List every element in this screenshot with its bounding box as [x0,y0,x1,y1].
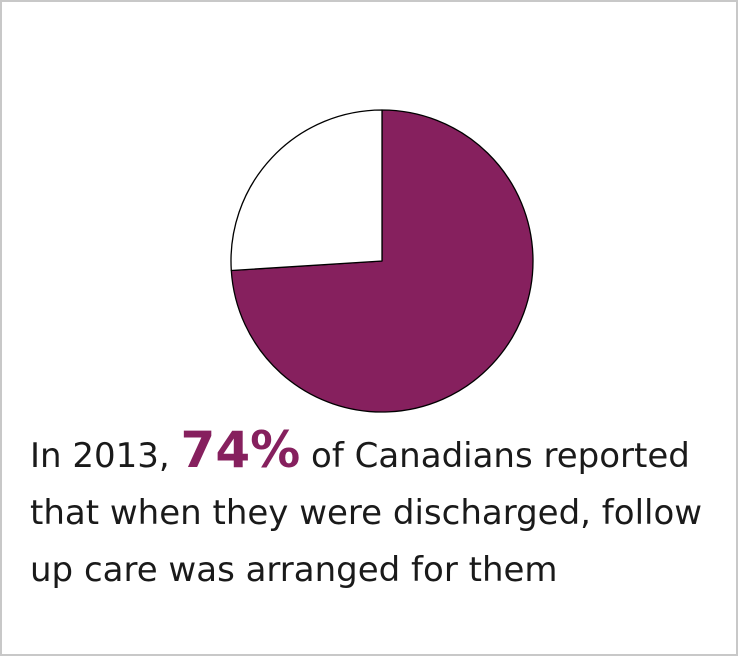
caption-prefix: In 2013, [30,436,181,476]
pie-chart [224,103,540,419]
caption-text: In 2013, 74% of Canadians reported that … [30,422,720,599]
caption-suffix: of Canadians reported that when they wer… [30,436,703,590]
highlight-percentage: 74% [180,421,301,479]
pie-chart-svg [230,109,534,413]
pie-slice-1 [230,109,383,272]
